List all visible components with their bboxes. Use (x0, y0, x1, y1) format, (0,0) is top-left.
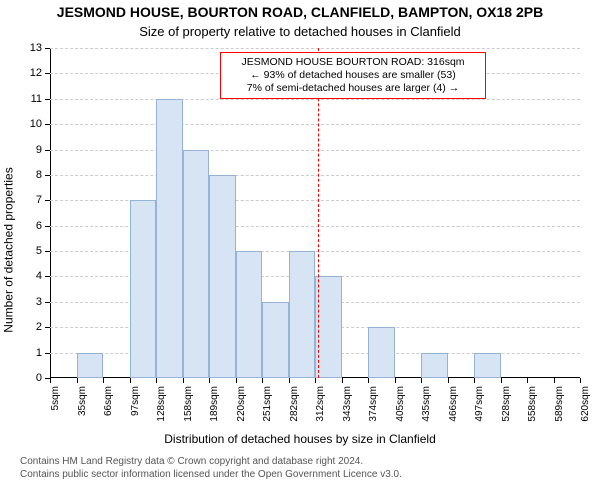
y-tick (45, 200, 50, 201)
y-tick-label: 4 (22, 270, 42, 282)
y-tick-label: 7 (22, 194, 42, 206)
x-tick (421, 378, 422, 383)
y-tick (45, 302, 50, 303)
gridline (50, 124, 580, 125)
y-tick-label: 13 (22, 42, 42, 54)
title-line2: Size of property relative to detached ho… (0, 24, 600, 39)
title-line1: JESMOND HOUSE, BOURTON ROAD, CLANFIELD, … (0, 4, 600, 20)
y-tick (45, 327, 50, 328)
histogram-bar (183, 150, 210, 378)
histogram-bar (209, 175, 236, 378)
x-tick (50, 378, 51, 383)
x-tick (342, 378, 343, 383)
y-tick (45, 48, 50, 49)
y-tick (45, 276, 50, 277)
footer-line1: Contains HM Land Registry data © Crown c… (20, 456, 600, 469)
x-tick-label: 189sqm (209, 386, 220, 436)
plot-area: JESMOND HOUSE BOURTON ROAD: 316sqm← 93% … (50, 48, 580, 378)
x-tick (580, 378, 581, 383)
y-tick (45, 99, 50, 100)
histogram-bar (236, 251, 263, 378)
x-tick (130, 378, 131, 383)
x-tick-label: 66sqm (103, 386, 114, 436)
x-tick (554, 378, 555, 383)
y-tick (45, 124, 50, 125)
gridline (50, 150, 580, 151)
y-tick (45, 251, 50, 252)
x-tick-label: 5sqm (50, 386, 61, 436)
y-tick-label: 1 (22, 347, 42, 359)
histogram-bar (130, 200, 157, 378)
y-axis-line (50, 48, 51, 378)
annotation-line: 7% of semi-detached houses are larger (4… (227, 82, 479, 95)
y-tick-label: 9 (22, 144, 42, 156)
annotation-line: ← 93% of detached houses are smaller (53… (227, 69, 479, 82)
x-tick-label: 374sqm (368, 386, 379, 436)
histogram-bar (77, 353, 104, 378)
x-tick (527, 378, 528, 383)
histogram-bar (421, 353, 448, 378)
x-tick-label: 343sqm (342, 386, 353, 436)
x-tick-label: 528sqm (501, 386, 512, 436)
x-tick (236, 378, 237, 383)
x-tick (315, 378, 316, 383)
y-tick-label: 12 (22, 67, 42, 79)
x-tick (501, 378, 502, 383)
y-tick (45, 353, 50, 354)
y-tick-label: 11 (22, 93, 42, 105)
gridline (50, 175, 580, 176)
x-tick (156, 378, 157, 383)
x-tick (474, 378, 475, 383)
x-tick (103, 378, 104, 383)
histogram-bar (368, 327, 395, 378)
y-tick (45, 175, 50, 176)
x-tick-label: 620sqm (580, 386, 591, 436)
x-tick-label: 128sqm (156, 386, 167, 436)
annotation-box: JESMOND HOUSE BOURTON ROAD: 316sqm← 93% … (220, 52, 486, 99)
y-tick-label: 3 (22, 296, 42, 308)
x-tick-label: 466sqm (448, 386, 459, 436)
x-tick-label: 558sqm (527, 386, 538, 436)
x-tick (262, 378, 263, 383)
x-tick-label: 435sqm (421, 386, 432, 436)
y-tick (45, 226, 50, 227)
x-tick-label: 282sqm (289, 386, 300, 436)
gridline (50, 48, 580, 49)
histogram-bar (474, 353, 501, 378)
y-tick-label: 2 (22, 321, 42, 333)
x-tick (183, 378, 184, 383)
y-tick-label: 10 (22, 118, 42, 130)
x-tick-label: 405sqm (395, 386, 406, 436)
x-tick-label: 158sqm (183, 386, 194, 436)
annotation-line: JESMOND HOUSE BOURTON ROAD: 316sqm (227, 56, 479, 69)
y-tick-label: 6 (22, 220, 42, 232)
x-tick-label: 589sqm (554, 386, 565, 436)
figure: JESMOND HOUSE, BOURTON ROAD, CLANFIELD, … (0, 0, 600, 500)
histogram-bar (289, 251, 316, 378)
y-tick-label: 0 (22, 372, 42, 384)
x-tick (77, 378, 78, 383)
y-tick-label: 8 (22, 169, 42, 181)
footer-line2: Contains public sector information licen… (20, 469, 600, 482)
x-tick (209, 378, 210, 383)
x-tick (289, 378, 290, 383)
footer: Contains HM Land Registry data © Crown c… (0, 456, 600, 481)
x-tick (368, 378, 369, 383)
histogram-bar (262, 302, 289, 378)
histogram-bar (156, 99, 183, 378)
x-tick-label: 251sqm (262, 386, 273, 436)
y-tick (45, 73, 50, 74)
x-tick-label: 97sqm (130, 386, 141, 436)
x-tick (395, 378, 396, 383)
x-tick (448, 378, 449, 383)
x-tick-label: 220sqm (236, 386, 247, 436)
x-tick-label: 35sqm (77, 386, 88, 436)
x-tick-label: 497sqm (474, 386, 485, 436)
y-tick-label: 5 (22, 245, 42, 257)
x-tick-label: 312sqm (315, 386, 326, 436)
y-axis-label: Number of detached properties (0, 0, 18, 500)
y-tick (45, 150, 50, 151)
